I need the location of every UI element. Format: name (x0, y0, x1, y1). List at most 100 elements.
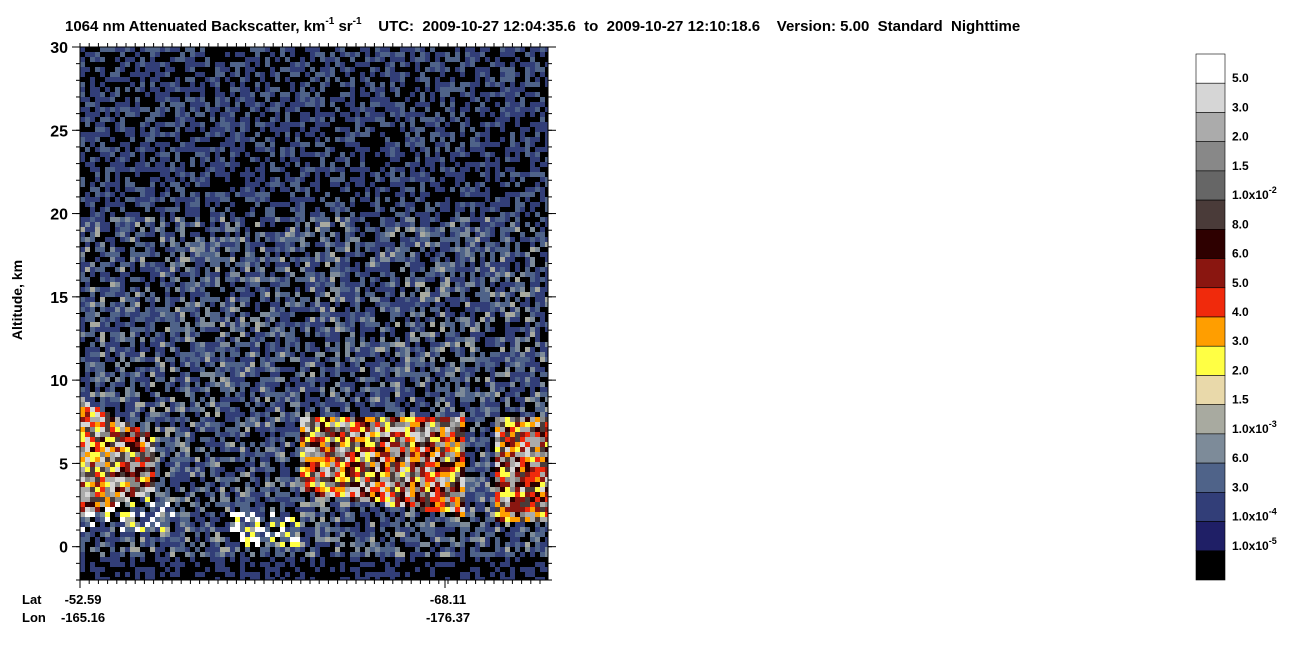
backscatter-cell (245, 447, 250, 452)
backscatter-cell (265, 432, 270, 437)
backscatter-cell (160, 437, 165, 442)
backscatter-cell (135, 372, 140, 377)
backscatter-cell (305, 77, 310, 82)
backscatter-cell (275, 442, 280, 447)
backscatter-cell (270, 527, 275, 532)
backscatter-cell (195, 142, 200, 147)
backscatter-cell (120, 272, 125, 277)
backscatter-cell (310, 237, 315, 242)
backscatter-cell (225, 487, 230, 492)
backscatter-cell (225, 272, 230, 277)
backscatter-cell (200, 312, 205, 317)
backscatter-cell (175, 362, 180, 367)
backscatter-cell (205, 427, 210, 432)
backscatter-cell (200, 127, 205, 132)
backscatter-cell (165, 257, 170, 262)
backscatter-cell (245, 192, 250, 197)
backscatter-cell (290, 497, 295, 502)
backscatter-cell (280, 67, 285, 72)
backscatter-cell (270, 512, 275, 517)
backscatter-cell (265, 72, 270, 77)
backscatter-cell (180, 232, 185, 237)
backscatter-cell (85, 97, 90, 102)
backscatter-cell (85, 222, 90, 227)
backscatter-cell (255, 197, 260, 202)
backscatter-cell (140, 407, 145, 412)
backscatter-cell (155, 272, 160, 277)
backscatter-cell (100, 292, 105, 297)
backscatter-cell (200, 357, 205, 362)
backscatter-cell (305, 117, 310, 122)
backscatter-cell (170, 262, 175, 267)
backscatter-cell (200, 107, 205, 112)
backscatter-cell (175, 262, 180, 267)
backscatter-cell (205, 132, 210, 137)
backscatter-cell (305, 467, 310, 472)
backscatter-cell (205, 182, 210, 187)
backscatter-cell (255, 237, 260, 242)
backscatter-cell (210, 382, 215, 387)
backscatter-cell (205, 207, 210, 212)
backscatter-cell (145, 547, 150, 552)
backscatter-cell (120, 407, 125, 412)
backscatter-cell (105, 402, 110, 407)
backscatter-cell (260, 132, 265, 137)
backscatter-cell (285, 462, 290, 467)
backscatter-cell (295, 502, 300, 507)
backscatter-cell (150, 442, 155, 447)
backscatter-cell (280, 437, 285, 442)
backscatter-cell (245, 147, 250, 152)
backscatter-cell (80, 227, 85, 232)
backscatter-cell (265, 547, 270, 552)
backscatter-cell (210, 117, 215, 122)
backscatter-cell (165, 252, 170, 257)
backscatter-cell (140, 547, 145, 552)
backscatter-cell (100, 197, 105, 202)
backscatter-cell (205, 532, 210, 537)
backscatter-cell (210, 197, 215, 202)
backscatter-cell (155, 377, 160, 382)
backscatter-cell (180, 77, 185, 82)
backscatter-cell (210, 522, 215, 527)
backscatter-cell (225, 52, 230, 57)
backscatter-cell (115, 502, 120, 507)
backscatter-cell (190, 347, 195, 352)
backscatter-cell (170, 197, 175, 202)
backscatter-cell (90, 207, 95, 212)
backscatter-cell (270, 502, 275, 507)
backscatter-cell (275, 542, 280, 547)
backscatter-cell (130, 412, 135, 417)
backscatter-cell (125, 162, 130, 167)
backscatter-cell (240, 302, 245, 307)
backscatter-cell (80, 527, 85, 532)
backscatter-cell (240, 427, 245, 432)
backscatter-cell (270, 342, 275, 347)
backscatter-cell (85, 177, 90, 182)
backscatter-cell (105, 277, 110, 282)
backscatter-cell (235, 342, 240, 347)
backscatter-cell (210, 147, 215, 152)
backscatter-cell (300, 257, 305, 262)
backscatter-cell (150, 432, 155, 437)
backscatter-cell (145, 572, 150, 577)
backscatter-cell (145, 557, 150, 562)
backscatter-cell (280, 312, 285, 317)
backscatter-cell (90, 402, 95, 407)
backscatter-cell (155, 162, 160, 167)
backscatter-cell (130, 242, 135, 247)
backscatter-cell (230, 522, 235, 527)
backscatter-cell (205, 77, 210, 82)
backscatter-cell (285, 372, 290, 377)
backscatter-cell (220, 537, 225, 542)
backscatter-cell (250, 92, 255, 97)
backscatter-cell (260, 557, 265, 562)
backscatter-cell (140, 57, 145, 62)
backscatter-cell (140, 482, 145, 487)
backscatter-cell (195, 377, 200, 382)
backscatter-cell (190, 307, 195, 312)
backscatter-cell (280, 522, 285, 527)
backscatter-cell (135, 142, 140, 147)
backscatter-cell (140, 242, 145, 247)
backscatter-cell (235, 227, 240, 232)
backscatter-cell (235, 502, 240, 507)
